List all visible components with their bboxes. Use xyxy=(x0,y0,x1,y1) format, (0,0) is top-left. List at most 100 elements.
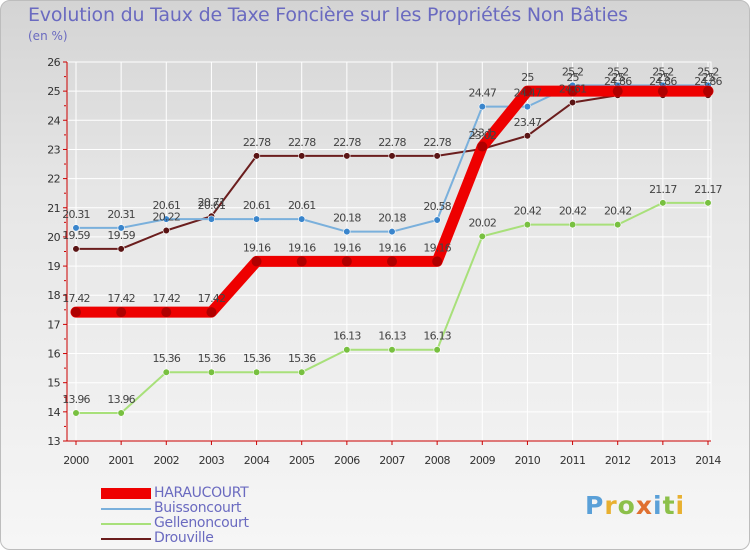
data-point-buissoncourt xyxy=(478,103,486,111)
x-tick-label: 2005 xyxy=(289,454,315,467)
data-point-buissoncourt xyxy=(162,215,170,223)
y-tick-label: 17 xyxy=(47,318,60,331)
data-point-drouville xyxy=(388,152,396,160)
data-label-gellenoncourt: 20.02 xyxy=(469,216,497,229)
data-label-gellenoncourt: 16.13 xyxy=(333,330,361,343)
y-tick-label: 22 xyxy=(47,173,60,186)
data-label-drouville: 24.86 xyxy=(604,75,632,88)
y-tick-label: 20 xyxy=(47,231,60,244)
y-tick-label: 25 xyxy=(47,85,60,98)
data-point-drouville xyxy=(433,152,441,160)
data-label-drouville: 19.59 xyxy=(62,229,90,242)
data-point-buissoncourt xyxy=(117,224,125,232)
legend-label: Buissoncourt xyxy=(154,500,242,516)
data-label-gellenoncourt: 13.96 xyxy=(62,393,90,406)
data-label-gellenoncourt: 15.36 xyxy=(288,352,316,365)
logo-letter: i xyxy=(653,491,663,520)
data-label-buissoncourt: 25.2 xyxy=(697,65,718,78)
data-label-buissoncourt: 20.61 xyxy=(243,199,271,212)
data-point-haraucourt xyxy=(703,86,713,97)
data-label-buissoncourt: 20.31 xyxy=(62,208,90,221)
data-label-drouville: 22.78 xyxy=(378,136,406,149)
data-label-buissoncourt: 20.58 xyxy=(423,200,451,213)
data-label-drouville: 23.02 xyxy=(469,129,497,142)
x-tick-label: 2002 xyxy=(153,454,179,467)
data-point-haraucourt xyxy=(161,307,172,318)
x-tick-label: 2001 xyxy=(108,454,134,467)
data-point-haraucourt xyxy=(522,86,533,97)
y-tick-label: 19 xyxy=(47,260,60,273)
x-tick-label: 2000 xyxy=(63,454,89,467)
data-point-gellenoncourt xyxy=(252,368,261,376)
data-point-haraucourt xyxy=(251,256,262,267)
data-label-buissoncourt: 24.47 xyxy=(469,87,497,100)
data-label-haraucourt: 19.16 xyxy=(378,241,406,254)
y-tick-label: 21 xyxy=(47,202,60,215)
data-point-haraucourt xyxy=(116,307,127,318)
data-point-haraucourt xyxy=(387,256,397,267)
data-point-gellenoncourt xyxy=(207,368,216,376)
proxiti-logo: Proxiti xyxy=(585,491,685,520)
data-label-gellenoncourt: 20.42 xyxy=(604,205,632,218)
data-point-gellenoncourt xyxy=(659,199,667,207)
data-point-gellenoncourt xyxy=(117,409,125,417)
data-point-haraucourt xyxy=(71,307,81,318)
x-tick-label: 2008 xyxy=(424,454,450,467)
data-label-gellenoncourt: 20.42 xyxy=(514,205,542,218)
data-label-gellenoncourt: 16.13 xyxy=(378,330,406,343)
logo-letter: t xyxy=(662,491,676,520)
y-axis-unit: (en %) xyxy=(28,29,68,43)
x-tick-label: 2013 xyxy=(650,454,676,467)
data-point-drouville xyxy=(117,245,125,253)
data-label-buissoncourt: 20.61 xyxy=(288,199,316,212)
logo-letter: o xyxy=(617,491,636,520)
y-tick-label: 24 xyxy=(47,114,60,127)
chart-title: Evolution du Taux de Taxe Foncière sur l… xyxy=(28,4,628,26)
x-tick-label: 2012 xyxy=(605,454,631,467)
x-tick-label: 2007 xyxy=(379,454,405,467)
data-label-haraucourt: 19.16 xyxy=(333,241,361,254)
data-point-gellenoncourt xyxy=(568,221,577,229)
data-label-gellenoncourt: 20.42 xyxy=(559,205,587,218)
data-label-gellenoncourt: 16.13 xyxy=(423,330,451,343)
data-point-gellenoncourt xyxy=(162,368,170,376)
data-point-buissoncourt xyxy=(252,215,261,223)
data-label-buissoncourt: 20.18 xyxy=(333,212,361,225)
data-label-gellenoncourt: 15.36 xyxy=(153,352,181,365)
data-label-buissoncourt: 20.61 xyxy=(198,199,226,212)
data-point-gellenoncourt xyxy=(343,346,351,354)
data-point-haraucourt xyxy=(432,256,443,267)
data-point-gellenoncourt xyxy=(704,199,712,207)
data-point-haraucourt xyxy=(206,307,217,318)
data-point-gellenoncourt xyxy=(433,346,441,354)
data-label-drouville: 22.78 xyxy=(288,136,316,149)
data-point-buissoncourt xyxy=(207,215,216,223)
data-point-buissoncourt xyxy=(523,103,532,111)
x-tick-label: 2010 xyxy=(515,454,541,467)
data-point-haraucourt xyxy=(341,256,352,267)
legend-swatch xyxy=(101,507,151,510)
data-label-drouville: 20.71 xyxy=(198,196,226,209)
data-point-haraucourt xyxy=(296,256,307,267)
data-label-drouville: 22.78 xyxy=(243,136,271,149)
data-point-buissoncourt xyxy=(388,228,396,236)
data-label-haraucourt: 17.42 xyxy=(62,292,90,305)
data-label-gellenoncourt: 15.36 xyxy=(198,352,226,365)
data-label-drouville: 24.86 xyxy=(649,75,677,88)
legend-item-buissoncourt: Buissoncourt xyxy=(101,501,249,516)
x-tick-label: 2011 xyxy=(560,454,586,467)
legend-label: HARAUCOURT xyxy=(154,485,249,501)
logo-letter: i xyxy=(675,491,686,520)
data-label-drouville: 23.47 xyxy=(514,116,542,129)
data-point-drouville xyxy=(568,98,577,107)
data-label-drouville: 19.59 xyxy=(107,229,135,242)
logo-letter: x xyxy=(635,491,653,520)
data-label-drouville: 24.86 xyxy=(694,75,722,88)
data-point-haraucourt xyxy=(657,86,668,97)
x-tick-label: 2004 xyxy=(244,454,270,467)
logo-letter: P xyxy=(585,491,605,520)
data-label-gellenoncourt: 21.17 xyxy=(649,183,677,196)
data-point-drouville xyxy=(343,152,351,160)
data-label-haraucourt: 17.42 xyxy=(198,292,226,305)
data-label-buissoncourt: 25.2 xyxy=(607,65,628,78)
